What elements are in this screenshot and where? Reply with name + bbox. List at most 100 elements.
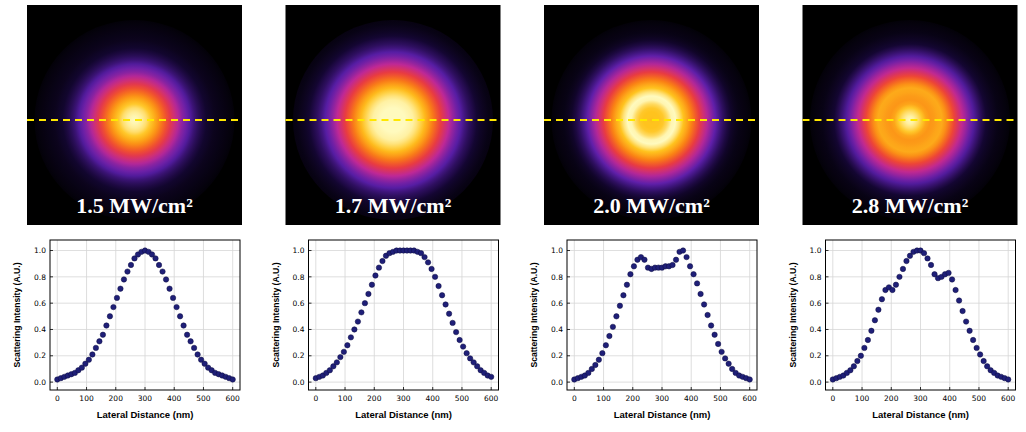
grid-line: [632, 240, 633, 390]
tick-label: 0: [55, 394, 60, 403]
data-point: [457, 337, 462, 342]
data-point: [439, 293, 444, 298]
plot-frame: [50, 240, 240, 390]
image-background: [803, 5, 1018, 225]
data-point: [876, 307, 881, 312]
grid-line: [145, 240, 146, 390]
data-point: [184, 332, 189, 337]
data-point: [366, 291, 371, 296]
data-point: [981, 358, 986, 363]
data-point: [195, 352, 200, 357]
data-point: [960, 308, 965, 313]
grid-line: [403, 240, 404, 390]
data-point: [712, 332, 717, 337]
data-point: [107, 314, 112, 319]
data-point: [160, 269, 165, 274]
data-point: [376, 265, 381, 270]
profile-line: [544, 119, 759, 121]
data-point: [373, 273, 378, 278]
data-point: [100, 332, 105, 337]
data-point: [694, 281, 699, 286]
data-point: [191, 345, 196, 350]
grid-line: [86, 240, 87, 390]
grid-line: [309, 303, 499, 304]
data-point: [893, 282, 898, 287]
data-point: [858, 353, 863, 358]
x-axis-title: Lateral Distance (nm): [614, 409, 711, 420]
data-point: [429, 266, 434, 271]
data-point: [925, 256, 930, 261]
grid-line: [603, 240, 604, 390]
profile-line: [803, 119, 1018, 121]
data-point: [722, 356, 727, 361]
data-point: [715, 341, 720, 346]
tick-label: 0.6: [34, 299, 46, 308]
data-point: [488, 374, 493, 379]
power-label: 2.8 MW/cm²: [852, 193, 969, 218]
grid-line: [345, 240, 346, 390]
data-point: [443, 302, 448, 307]
data-point: [86, 357, 91, 362]
grid-line: [826, 329, 1016, 330]
data-point: [970, 337, 975, 342]
data-point: [726, 361, 731, 366]
tick-label: 0.0: [551, 378, 563, 387]
data-point: [348, 335, 353, 340]
data-point: [104, 323, 109, 328]
data-point: [865, 337, 870, 342]
data-point: [425, 260, 430, 265]
tick-label: 1.0: [34, 246, 46, 255]
plot: 01002003004005006000.00.20.40.60.81.0Lat…: [271, 240, 499, 420]
data-point: [956, 298, 961, 303]
tick-label: 1.0: [551, 246, 563, 255]
data-point: [680, 248, 685, 253]
grid-line: [309, 276, 499, 277]
data-point: [900, 266, 905, 271]
tick-label: 200: [884, 394, 899, 403]
data-point: [230, 377, 235, 382]
tick-label: 0.0: [293, 378, 305, 387]
data-point: [177, 314, 182, 319]
tick-label: 0: [572, 394, 577, 403]
grid-line: [720, 240, 721, 390]
grid-line: [57, 240, 58, 390]
grid-line: [567, 329, 757, 330]
data-point: [341, 349, 346, 354]
grid-line: [826, 382, 1016, 383]
tick-label: 0.0: [34, 378, 46, 387]
image-background: [27, 5, 242, 225]
data-point: [691, 272, 696, 277]
data-point: [624, 282, 629, 287]
data-point: [974, 345, 979, 350]
grid-line: [1008, 240, 1009, 390]
data-point: [345, 343, 350, 348]
scattering-image: 1.5 MW/cm²: [27, 5, 242, 225]
data-point: [851, 364, 856, 369]
data-point: [432, 274, 437, 279]
data-point: [977, 352, 982, 357]
tick-label: 300: [655, 394, 670, 403]
grid-line: [832, 240, 833, 390]
grid-line: [567, 382, 757, 383]
data-point: [450, 320, 455, 325]
tick-label: 0.6: [293, 299, 305, 308]
plot-frame: [826, 240, 1016, 390]
data-point: [167, 286, 172, 291]
data-point: [921, 250, 926, 255]
data-point: [701, 302, 706, 307]
power-label: 1.5 MW/cm²: [76, 193, 193, 218]
grid-line: [432, 240, 433, 390]
marks: [830, 248, 1011, 382]
profile-line: [27, 119, 242, 121]
data-point: [114, 295, 119, 300]
tick-label: 0.2: [293, 351, 305, 360]
tick-label: 600: [484, 394, 499, 403]
data-point: [188, 339, 193, 344]
x-axis-title: Lateral Distance (nm): [355, 409, 452, 420]
data-point: [879, 297, 884, 302]
grid-line: [862, 240, 863, 390]
data-point: [862, 345, 867, 350]
data-point: [121, 277, 126, 282]
tick-label: 400: [684, 394, 699, 403]
data-point: [719, 349, 724, 354]
